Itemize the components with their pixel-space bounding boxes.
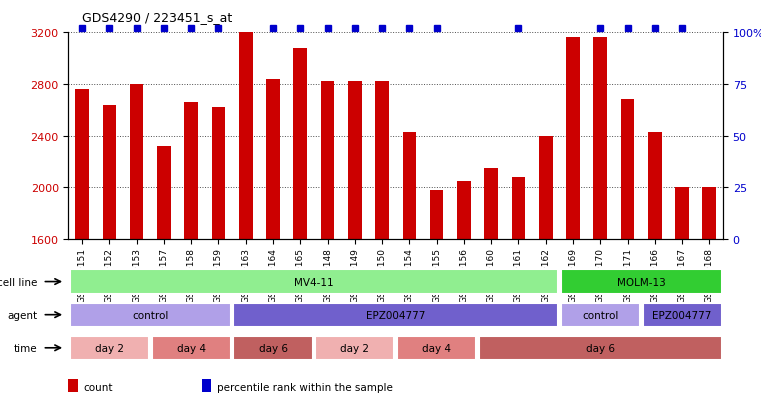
Text: day 6: day 6 (259, 343, 288, 353)
Bar (566, 38, 580, 240)
Bar (294, 48, 307, 240)
Text: EPZ004777: EPZ004777 (366, 310, 425, 320)
Bar (266, 79, 280, 240)
Bar (375, 82, 389, 240)
Text: day 2: day 2 (95, 343, 124, 353)
Bar (648, 133, 661, 240)
Text: day 6: day 6 (586, 343, 615, 353)
Bar (348, 82, 361, 240)
Text: control: control (132, 310, 168, 320)
Text: agent: agent (8, 310, 38, 320)
FancyBboxPatch shape (397, 336, 476, 360)
Text: MV4-11: MV4-11 (294, 277, 334, 287)
Bar (212, 108, 225, 240)
Text: cell line: cell line (0, 277, 38, 287)
Bar (403, 133, 416, 240)
Bar (457, 181, 471, 240)
Bar (539, 136, 552, 240)
Text: percentile rank within the sample: percentile rank within the sample (217, 382, 393, 392)
Text: day 2: day 2 (340, 343, 369, 353)
Bar (157, 147, 170, 240)
FancyBboxPatch shape (234, 303, 558, 327)
Bar (484, 169, 498, 240)
Text: MOLM-13: MOLM-13 (616, 277, 666, 287)
Bar (68, 379, 78, 392)
Bar (511, 178, 525, 240)
Bar (75, 90, 89, 240)
Bar (103, 105, 116, 240)
Bar (130, 85, 144, 240)
Bar (184, 103, 198, 240)
Bar (320, 82, 334, 240)
FancyBboxPatch shape (70, 270, 558, 294)
FancyBboxPatch shape (70, 336, 149, 360)
FancyBboxPatch shape (561, 303, 640, 327)
Text: count: count (84, 382, 113, 392)
FancyBboxPatch shape (479, 336, 721, 360)
FancyBboxPatch shape (315, 336, 394, 360)
FancyBboxPatch shape (642, 303, 721, 327)
Bar (430, 190, 444, 240)
Text: time: time (14, 343, 38, 353)
Text: GDS4290 / 223451_s_at: GDS4290 / 223451_s_at (81, 11, 232, 24)
FancyBboxPatch shape (151, 336, 231, 360)
Bar (621, 100, 635, 240)
Bar (594, 38, 607, 240)
Bar (675, 188, 689, 240)
Text: control: control (582, 310, 619, 320)
Text: day 4: day 4 (422, 343, 451, 353)
FancyBboxPatch shape (561, 270, 721, 294)
Bar (239, 33, 253, 240)
Bar (702, 188, 716, 240)
FancyBboxPatch shape (234, 336, 313, 360)
FancyBboxPatch shape (70, 303, 231, 327)
Text: day 4: day 4 (177, 343, 205, 353)
Text: EPZ004777: EPZ004777 (652, 310, 712, 320)
Bar (202, 379, 211, 392)
